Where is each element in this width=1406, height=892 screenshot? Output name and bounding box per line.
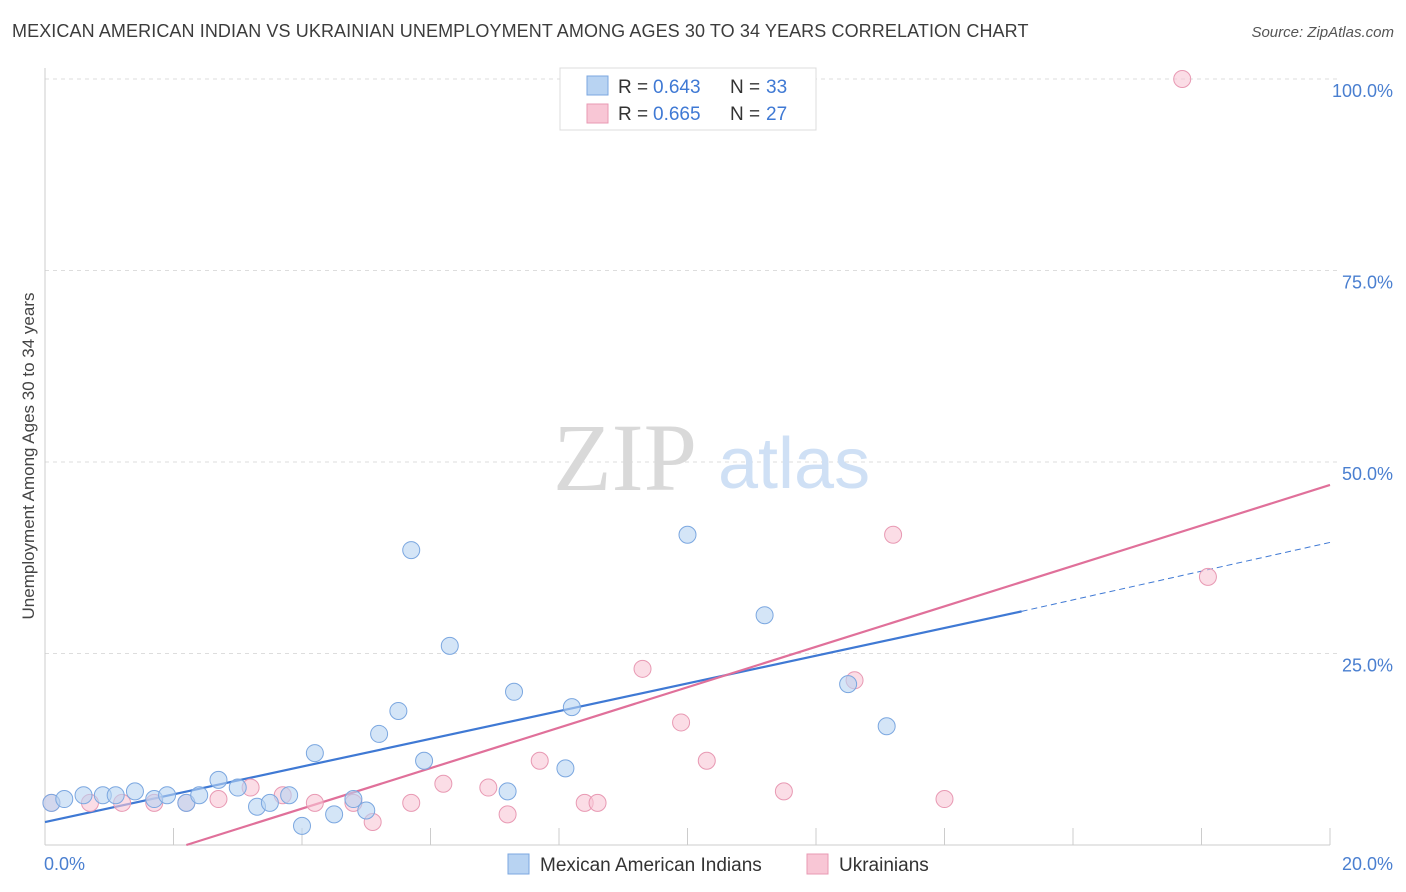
ukrainians-point — [305, 793, 324, 812]
mexican-american-indians-point — [125, 782, 144, 801]
mexican-american-indians-point — [556, 759, 575, 778]
legend-r-value-pink: 0.665 — [653, 104, 701, 125]
ukrainians-point — [402, 793, 421, 812]
legend-r-label-pink: R = — [618, 104, 648, 125]
y-tick-label-50: 50.0% — [1342, 464, 1393, 484]
legend-n-label-pink: N = — [730, 104, 760, 125]
watermark: ZIP atlas — [553, 404, 870, 511]
legend-r-value-blue: 0.643 — [653, 77, 701, 98]
bottom-legend-label-pink: Ukrainians — [839, 855, 929, 876]
mexican-american-indians-point — [389, 701, 408, 720]
mexican-american-indians-point — [402, 541, 421, 560]
x-tick-label-min: 0.0% — [44, 854, 85, 874]
legend-n-value-pink: 27 — [766, 104, 787, 125]
ukrainians-point — [209, 790, 228, 809]
trend-line-mexican-american-indians — [44, 610, 1022, 824]
ukrainians-point — [633, 659, 652, 678]
axes — [44, 68, 1331, 846]
legend-n-label-blue: N = — [730, 77, 760, 98]
mexican-american-indians-point — [357, 801, 376, 820]
mexican-american-indians-point — [344, 790, 363, 809]
mexican-american-indians-point — [839, 675, 858, 694]
mexican-american-indians-point — [293, 816, 311, 835]
top-legend: R = 0.643 N = 33 R = 0.665 N = 27 — [559, 67, 817, 131]
trend-lines — [44, 483, 1331, 847]
ukrainians-point — [434, 774, 453, 793]
mexican-american-indians-point — [562, 698, 581, 717]
mexican-american-indians-point — [877, 717, 896, 736]
mexican-american-indians-point — [505, 682, 524, 701]
legend-r-label-blue: R = — [618, 77, 648, 98]
ukrainians-point — [1173, 70, 1192, 88]
mexican-american-indians-point — [498, 782, 517, 801]
ukrainians-point — [588, 793, 607, 812]
mexican-american-indians-point — [280, 786, 299, 805]
y-tick-labels: 25.0% 50.0% 75.0% 100.0% — [1332, 81, 1393, 676]
mexican-american-indians-point — [228, 778, 247, 797]
watermark-atlas: atlas — [718, 424, 870, 504]
mexican-american-indians-point — [55, 790, 74, 809]
y-tick-label-25: 25.0% — [1342, 656, 1393, 676]
y-axis-label: Unemployment Among Ages 30 to 34 years — [19, 293, 38, 620]
bottom-legend-label-blue: Mexican American Indians — [540, 855, 762, 876]
y-tick-label-100: 100.0% — [1332, 81, 1393, 101]
bottom-legend-swatch-blue — [507, 853, 530, 875]
trend-line-mexican-american-indians-extension — [1021, 541, 1331, 612]
chart-title: MEXICAN AMERICAN INDIAN VS UKRAINIAN UNE… — [12, 21, 1029, 41]
bottom-legend: Mexican American Indians Ukrainians — [507, 853, 929, 876]
legend-swatch-pink — [586, 103, 609, 124]
ukrainians-point — [479, 778, 498, 797]
bottom-legend-swatch-pink — [806, 853, 829, 875]
y-tick-label-75: 75.0% — [1342, 273, 1393, 293]
source-label: Source: ZipAtlas.com — [1251, 24, 1394, 41]
mexican-american-indians-point — [209, 770, 228, 789]
mexican-american-indians-point — [370, 724, 389, 743]
mexican-american-indians-point — [755, 606, 774, 625]
legend-swatch-blue — [586, 75, 609, 96]
trend-line-ukrainians — [186, 483, 1331, 847]
ukrainians-point — [530, 751, 549, 770]
mexican-american-indians-point — [415, 751, 434, 770]
ukrainians-point — [774, 782, 793, 801]
ukrainians-point — [498, 805, 517, 824]
grid-lines — [45, 78, 1340, 654]
ukrainians-point — [697, 751, 716, 770]
mexican-american-indians-point — [305, 744, 324, 763]
watermark-zip: ZIP — [553, 404, 697, 511]
ukrainians-point — [672, 713, 691, 732]
mexican-american-indians-point — [190, 786, 209, 805]
mexican-american-indians-points — [42, 525, 896, 835]
mexican-american-indians-point — [678, 525, 697, 544]
ukrainians-point — [1198, 567, 1217, 586]
mexican-american-indians-point — [325, 805, 344, 824]
mexican-american-indians-point — [74, 786, 93, 805]
mexican-american-indians-point — [158, 786, 177, 805]
mexican-american-indians-point — [440, 636, 459, 655]
ukrainians-point — [884, 525, 903, 544]
ukrainians-point — [935, 790, 954, 809]
legend-n-value-blue: 33 — [766, 77, 787, 98]
mexican-american-indians-point — [106, 786, 125, 805]
mexican-american-indians-point — [260, 793, 279, 812]
x-tick-label-max: 20.0% — [1342, 854, 1393, 874]
